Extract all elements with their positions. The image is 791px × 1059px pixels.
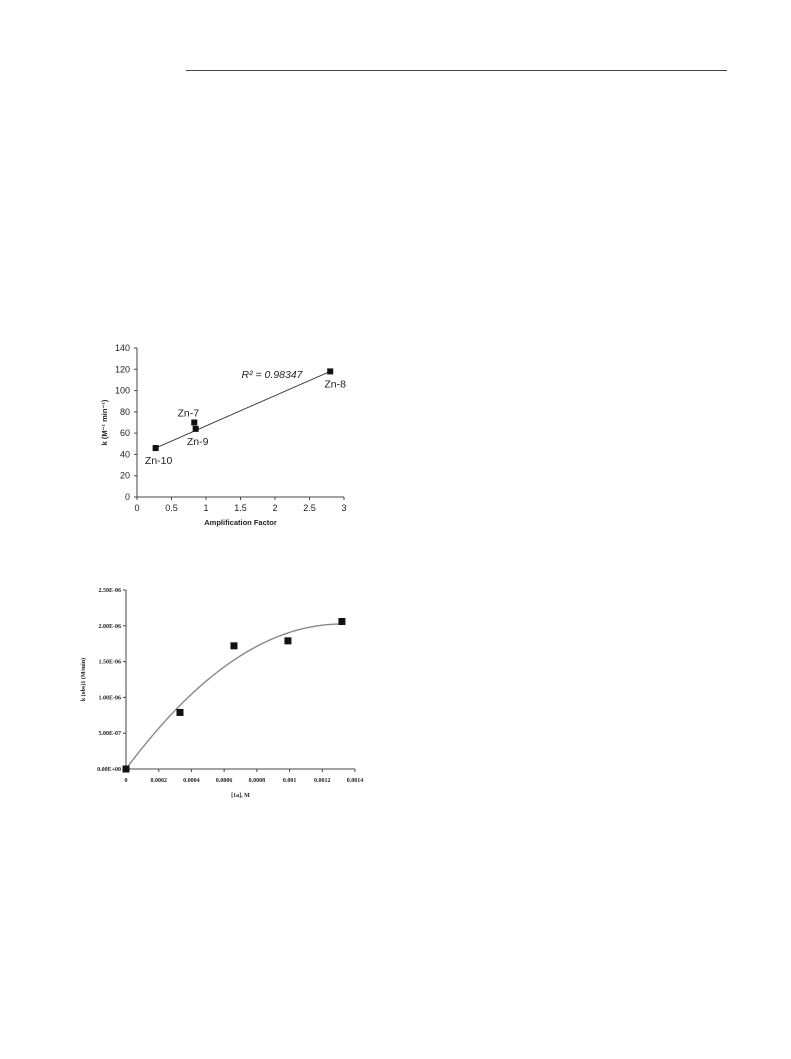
y-tick-label-2: 2.50E-06 — [99, 588, 122, 594]
point-label: Zn-10 — [145, 455, 173, 467]
data-point — [191, 419, 198, 426]
x-tick-label-2: 0.0002 — [150, 778, 167, 784]
data-point-2 — [284, 637, 292, 645]
x-axis-title: Amplification Factor — [204, 518, 277, 527]
y-tick-label: 120 — [115, 364, 130, 374]
y-tick-label: 60 — [120, 428, 130, 438]
y-tick-label-2: 0.00E+00 — [97, 767, 121, 773]
x-tick-label: 3 — [341, 503, 346, 513]
y-tick-label: 0 — [125, 492, 130, 502]
y-tick-label: 80 — [120, 407, 130, 417]
r-squared-annotation: R² = 0.98347 — [241, 369, 303, 381]
trendline — [155, 371, 331, 449]
data-point-2 — [338, 618, 346, 626]
y-tick-label-2: 2.00E-06 — [99, 624, 122, 630]
header-rule — [186, 70, 727, 71]
data-point — [152, 445, 159, 452]
data-point-2 — [176, 708, 184, 716]
y-tick-label: 40 — [120, 449, 130, 459]
data-point — [327, 368, 334, 375]
y-tick-label: 140 — [115, 343, 130, 353]
point-label: Zn-9 — [187, 436, 209, 448]
x-tick-label-2: 0.001 — [283, 778, 297, 784]
y-tick-label-2: 5.00E-07 — [99, 731, 122, 737]
data-point-2 — [122, 765, 130, 773]
point-label: Zn-7 — [177, 408, 199, 420]
x-tick-label-2: 0 — [125, 778, 128, 784]
x-axis-title-2: [1a], M — [231, 793, 250, 799]
x-tick-label-2: 0.0004 — [183, 778, 200, 784]
y-axis-title-2: k (obs)1 (M/min) — [80, 658, 87, 701]
y-tick-label-2: 1.00E-06 — [99, 695, 122, 701]
x-tick-label: 2 — [272, 503, 277, 513]
x-tick-label: 0 — [134, 503, 139, 513]
y-tick-label: 100 — [115, 386, 130, 396]
point-label: Zn-8 — [324, 378, 346, 390]
y-tick-label-2: 1.50E-06 — [99, 660, 122, 666]
y-tick-label: 20 — [120, 471, 130, 481]
x-tick-label-2: 0.0006 — [216, 778, 233, 784]
data-point — [192, 425, 199, 432]
x-tick-label-2: 0.0012 — [314, 778, 331, 784]
x-tick-label: 2.5 — [303, 503, 316, 513]
data-point-2 — [230, 642, 238, 650]
x-tick-label-2: 0.0008 — [249, 778, 266, 784]
x-tick-label-2: 0.0014 — [347, 778, 364, 784]
x-tick-label: 1 — [203, 503, 208, 513]
x-tick-label: 1.5 — [234, 503, 247, 513]
x-tick-label: 0.5 — [165, 503, 178, 513]
y-axis-title: k (M⁻¹ min⁻¹) — [100, 399, 109, 445]
polynomial-trendline — [125, 623, 342, 770]
